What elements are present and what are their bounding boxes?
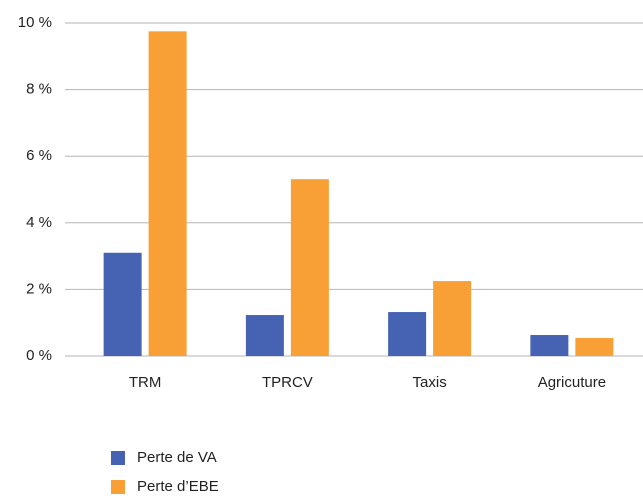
legend-swatch — [111, 480, 125, 494]
bar — [530, 335, 569, 356]
bar — [575, 338, 614, 356]
y-tick-label: 6 % — [26, 147, 52, 164]
legend-swatch — [111, 451, 125, 465]
bar — [433, 281, 472, 356]
legend-label: Perte de VA — [137, 449, 217, 466]
bar — [245, 315, 284, 356]
y-tick-label: 2 % — [26, 280, 52, 297]
y-tick-label: 0 % — [26, 347, 52, 364]
x-tick-label: TPRCV — [262, 374, 313, 391]
y-tick-label: 10 % — [18, 14, 52, 31]
y-tick-label: 4 % — [26, 214, 52, 231]
y-tick-label: 8 % — [26, 81, 52, 98]
x-tick-label: TRM — [129, 374, 162, 391]
bar — [388, 312, 427, 356]
bar — [290, 179, 329, 356]
x-tick-label: Taxis — [413, 374, 447, 391]
bar — [148, 31, 187, 356]
legend-label: Perte d’EBE — [137, 478, 219, 495]
bar — [103, 252, 142, 356]
x-tick-label: Agricuture — [538, 374, 606, 391]
